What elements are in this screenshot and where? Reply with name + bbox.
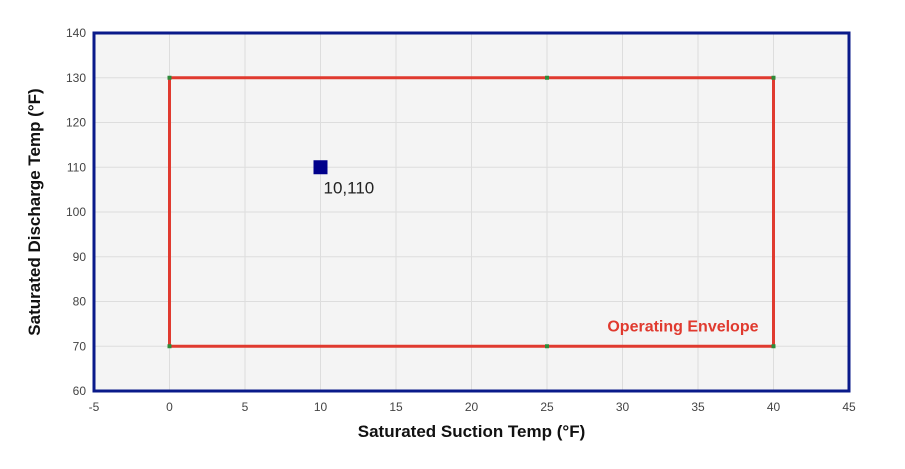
y-tick-label: 120 <box>66 116 86 130</box>
operating-envelope-label: Operating Envelope <box>607 318 758 335</box>
y-axis-title: Saturated Discharge Temp (°F) <box>25 88 44 335</box>
x-tick-label: 20 <box>465 400 479 414</box>
envelope-vertices <box>167 75 776 349</box>
envelope-vertex <box>167 344 172 349</box>
operating-point-label: 10,110 <box>324 178 375 197</box>
envelope-vertex <box>167 75 172 80</box>
envelope-vertex <box>545 344 549 349</box>
x-tick-label: 30 <box>616 400 630 414</box>
y-axis-ticks: 60 70 80 90 100 110 120 130 140 <box>66 26 86 398</box>
x-tick-label: 40 <box>767 400 781 414</box>
envelope-vertex <box>771 344 776 349</box>
x-tick-label: 10 <box>314 400 328 414</box>
plot-border <box>92 31 851 393</box>
x-tick-label: 35 <box>691 400 705 414</box>
x-axis-title: Saturated Suction Temp (°F) <box>358 422 586 441</box>
envelope-vertex <box>771 75 776 80</box>
x-tick-label: -5 <box>89 400 100 414</box>
x-tick-label: 0 <box>166 400 173 414</box>
y-tick-label: 60 <box>73 384 87 398</box>
y-tick-label: 90 <box>73 250 87 264</box>
x-tick-label: 25 <box>540 400 554 414</box>
x-tick-label: 5 <box>242 400 249 414</box>
y-tick-label: 140 <box>66 26 86 40</box>
y-tick-label: 70 <box>73 339 87 353</box>
y-tick-label: 100 <box>66 205 86 219</box>
x-axis-ticks: -5 0 5 10 15 20 25 30 35 40 45 <box>89 400 856 414</box>
y-tick-label: 80 <box>73 295 87 309</box>
y-tick-label: 110 <box>67 160 86 174</box>
x-tick-label: 15 <box>389 400 403 414</box>
x-tick-label: 45 <box>842 400 856 414</box>
y-tick-label: 130 <box>66 71 86 85</box>
envelope-vertex <box>545 75 549 80</box>
operating-point-marker <box>313 160 328 175</box>
